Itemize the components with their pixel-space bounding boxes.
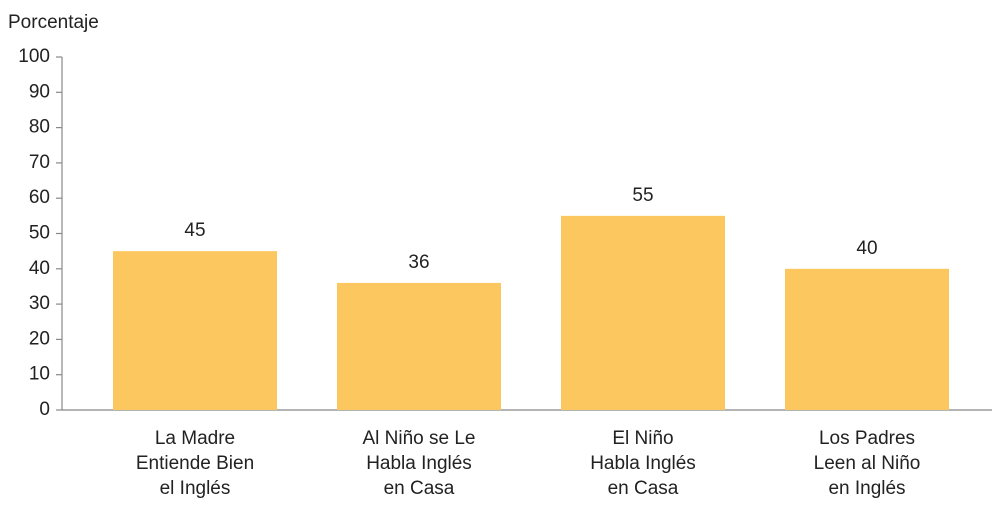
bar	[337, 282, 501, 410]
y-tick-label: 60	[29, 187, 50, 208]
bar	[113, 251, 277, 410]
value-label: 55	[632, 185, 653, 206]
y-tick-label: 70	[29, 152, 50, 173]
bar	[561, 215, 725, 410]
y-tick-label: 100	[18, 46, 50, 67]
y-tick-label: 90	[29, 81, 50, 102]
y-axis-label: Porcentaje	[8, 12, 99, 33]
x-tick-label: Los Padres Leen al Niño en Inglés	[813, 428, 921, 499]
x-tick-label: La Madre Entiende Bien el Inglés	[135, 428, 255, 499]
x-tick-label: Al Niño se Le Habla Inglés en Casa	[362, 428, 476, 499]
value-label: 36	[408, 252, 429, 273]
y-tick-label: 50	[29, 223, 50, 244]
y-tick-label: 20	[29, 328, 50, 349]
value-label: 45	[184, 220, 205, 241]
y-tick-label: 10	[29, 364, 50, 385]
y-tick-label: 80	[29, 117, 50, 138]
y-tick-label: 0	[39, 399, 50, 420]
y-tick-label: 30	[29, 293, 50, 314]
value-label: 40	[856, 238, 877, 259]
y-tick-label: 40	[29, 258, 50, 279]
bar	[785, 268, 949, 410]
x-tick-label: El Niño Habla Inglés en Casa	[590, 428, 696, 499]
